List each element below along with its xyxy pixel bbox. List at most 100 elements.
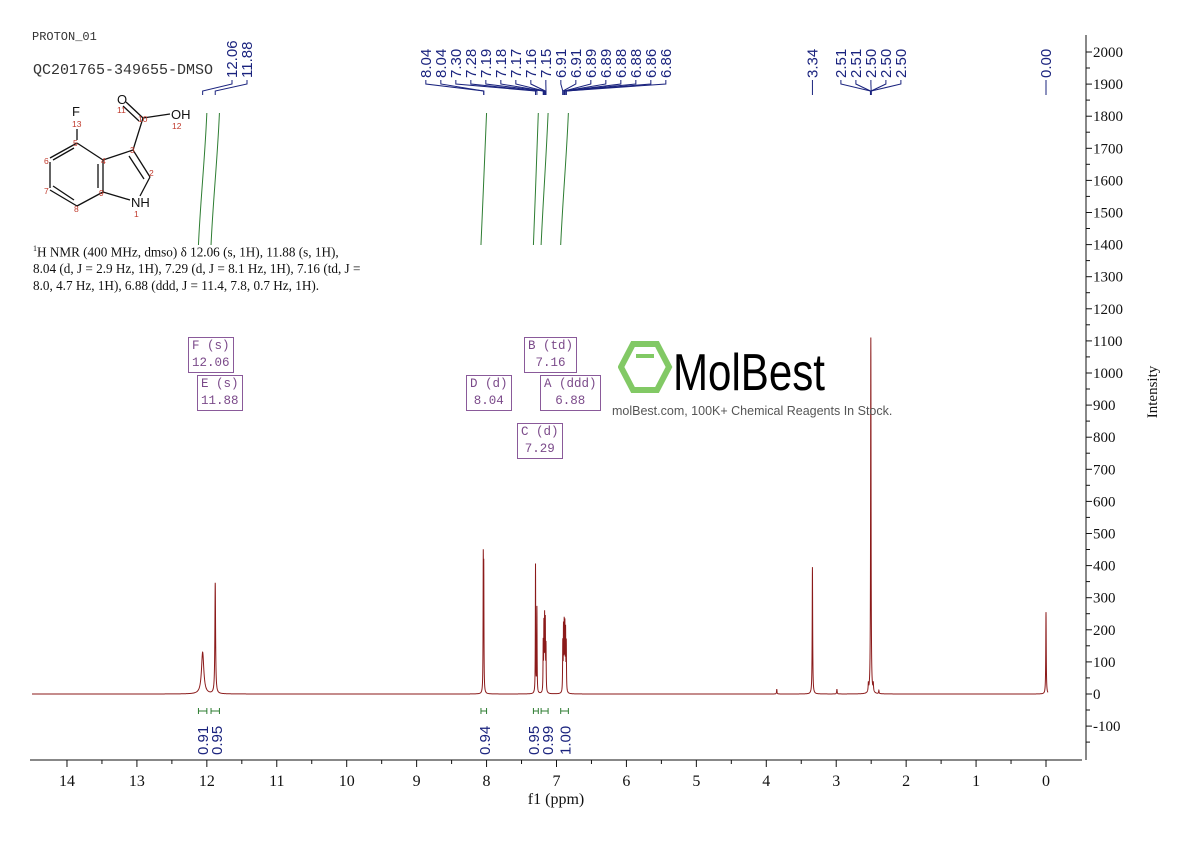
integral-value: 0.99 (540, 726, 557, 755)
peak-label: 6.88 (628, 49, 645, 78)
peak-label: 7.30 (448, 49, 465, 78)
peak-label: 2.50 (893, 49, 910, 78)
x-tick-label: 8 (483, 773, 491, 790)
y-tick-label: 900 (1093, 398, 1116, 414)
peak-label-connector (870, 80, 902, 95)
integral-bracket (540, 708, 549, 714)
watermark-logo-text: MolBest (673, 344, 825, 398)
y-tick-label: 800 (1093, 430, 1116, 446)
peak-label: 6.91 (553, 49, 570, 78)
peak-label-connector (855, 80, 871, 95)
peak-label: 2.51 (833, 49, 850, 78)
atom-o: O (117, 92, 127, 107)
y-tick-label: 500 (1093, 527, 1116, 543)
integral-bracket (480, 708, 488, 714)
atom-oh: OH (171, 107, 191, 122)
peak-label: 6.91 (568, 49, 585, 78)
multiplet-box-e: E (s) 11.88 (197, 375, 243, 411)
atom-number: 1 (134, 209, 139, 219)
peak-label-connector (500, 80, 545, 95)
y-tick-label: 1500 (1093, 206, 1123, 222)
peak-label-connector (214, 80, 248, 95)
peak-label-connector (563, 80, 607, 95)
peak-label: 12.06 (224, 40, 241, 78)
molecule-structure (49, 101, 171, 207)
peak-label-connector (565, 80, 667, 95)
integral-value: 0.95 (209, 726, 226, 755)
x-tick-label: 6 (622, 773, 630, 790)
peak-label: 2.51 (848, 49, 865, 78)
integral-curve (210, 112, 220, 246)
multiplet-box-a: A (ddd) 6.88 (540, 375, 601, 411)
peak-label: 8.04 (433, 49, 450, 78)
atom-labels: F O OH NH (72, 92, 191, 210)
integral-value: 1.00 (558, 726, 575, 755)
peak-label: 7.17 (508, 49, 525, 78)
peak-label: 7.18 (493, 49, 510, 78)
molbest-watermark: MolBest (618, 341, 825, 398)
x-axis-label: f1 (ppm) (528, 791, 584, 808)
integral-value: 0.94 (477, 726, 494, 755)
experiment-name: PROTON_01 (32, 30, 97, 44)
x-tick-label: 0 (1042, 773, 1050, 790)
y-tick-label: 1400 (1093, 238, 1123, 254)
peak-label: 0.00 (1038, 49, 1055, 78)
atom-f: F (72, 104, 80, 119)
integral-curves (197, 112, 569, 246)
integral-curve (532, 112, 539, 246)
y-tick-label: 1800 (1093, 109, 1123, 125)
multiplet-box-b: B (td) 7.16 (524, 337, 578, 373)
multiplet-box-c: C (d) 7.29 (517, 423, 563, 459)
y-tick-label: 1200 (1093, 302, 1123, 318)
atom-nh: NH (131, 195, 150, 210)
peak-label-connector (425, 80, 485, 95)
y-tick-label: 1900 (1093, 77, 1123, 93)
y-tick-label: 1300 (1093, 270, 1123, 286)
peak-label: 8.04 (418, 49, 435, 78)
peak-label-connector (870, 80, 887, 95)
integral-curve (540, 112, 549, 246)
y-axis-label: Intensity (1145, 365, 1161, 418)
y-tick-label: 700 (1093, 462, 1116, 478)
x-tick-label: 13 (129, 773, 145, 790)
atom-number: 7 (44, 186, 49, 196)
atom-number: 5 (73, 138, 78, 148)
x-tick-label: 14 (59, 773, 75, 790)
peak-label: 7.28 (463, 49, 480, 78)
integral-value: 0.95 (526, 726, 543, 755)
peak-label-connector (485, 80, 544, 95)
peak-label: 2.50 (863, 49, 880, 78)
spectrum (32, 337, 1049, 695)
x-tick-label: 11 (269, 773, 284, 790)
integral-curve (480, 112, 488, 246)
peak-label-connector (440, 80, 485, 95)
x-tick-label: 4 (762, 773, 770, 790)
nmr-description: 1H NMR (400 MHz, dmso) δ 12.06 (s, 1H), … (33, 240, 363, 294)
peak-label: 7.15 (538, 49, 555, 78)
peak-label: 6.86 (658, 49, 675, 78)
atom-numbers: 1 2 3 4 5 6 7 8 9 10 11 12 13 (44, 105, 182, 219)
atom-number: 3 (130, 145, 135, 155)
integral-bracket (560, 708, 569, 714)
x-tick-label: 7 (552, 773, 560, 790)
hexagon-logo-icon (618, 341, 673, 393)
peak-label-connector (470, 80, 538, 95)
nmr-description-text: H NMR (400 MHz, dmso) δ 12.06 (s, 1H), 1… (33, 244, 361, 294)
atom-number: 8 (74, 204, 79, 214)
y-tick-label: 1700 (1093, 141, 1123, 157)
peak-label-connector (515, 80, 546, 95)
peak-label: 6.89 (598, 49, 615, 78)
peak-label: 7.16 (523, 49, 540, 78)
x-tick-label: 12 (199, 773, 215, 790)
y-tick-label: -100 (1093, 719, 1121, 735)
sample-id: QC201765-349655-DMSO (33, 62, 214, 79)
peak-label-connector (562, 80, 577, 95)
integral-curve (197, 112, 208, 246)
peak-label: 3.34 (804, 49, 821, 78)
multiplet-box-f: F (s) 12.06 (188, 337, 234, 373)
integral-value: 0.91 (195, 726, 212, 755)
peak-label: 2.50 (878, 49, 895, 78)
peak-label-connector (202, 80, 233, 95)
